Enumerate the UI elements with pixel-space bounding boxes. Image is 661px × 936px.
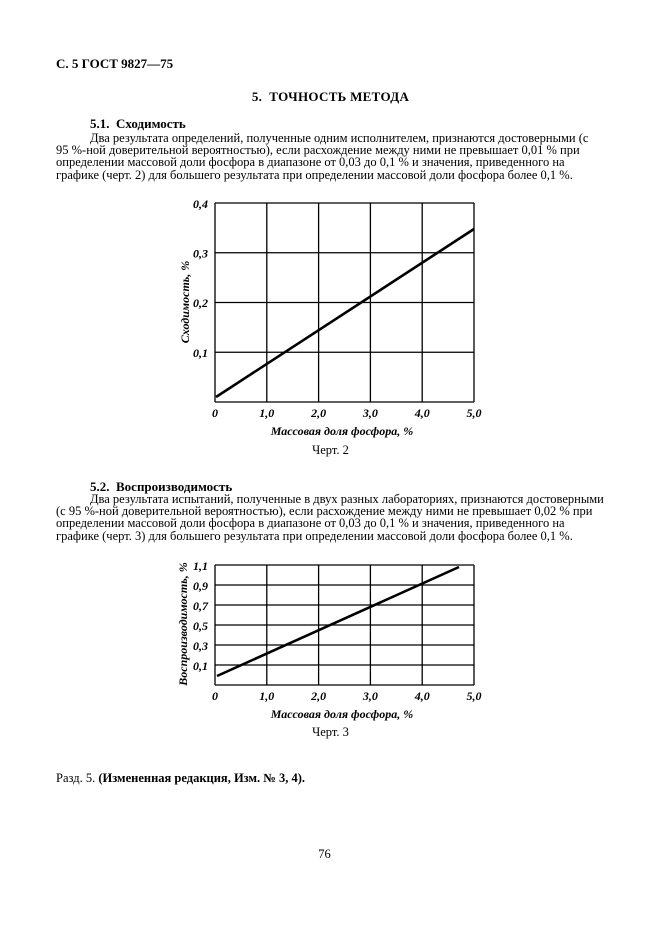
svg-text:0,1: 0,1 bbox=[193, 346, 208, 360]
svg-text:5,0: 5,0 bbox=[467, 406, 482, 420]
svg-text:Массовая доля фосфора, %: Массовая доля фосфора, % bbox=[270, 424, 414, 438]
svg-text:3,0: 3,0 bbox=[362, 406, 378, 420]
svg-text:1,1: 1,1 bbox=[193, 562, 208, 573]
svg-text:0,7: 0,7 bbox=[193, 599, 209, 613]
svg-text:Сходимость, %: Сходимость, % bbox=[178, 261, 192, 344]
svg-text:2,0: 2,0 bbox=[310, 406, 326, 420]
svg-text:0,4: 0,4 bbox=[193, 200, 208, 211]
svg-text:3,0: 3,0 bbox=[362, 689, 378, 703]
svg-text:0,5: 0,5 bbox=[193, 619, 208, 633]
svg-text:1,0: 1,0 bbox=[259, 406, 274, 420]
svg-text:0,9: 0,9 bbox=[193, 579, 208, 593]
svg-text:5,0: 5,0 bbox=[467, 689, 482, 703]
svg-text:0,1: 0,1 bbox=[193, 659, 208, 673]
svg-text:2,0: 2,0 bbox=[310, 689, 326, 703]
svg-text:0,2: 0,2 bbox=[193, 296, 208, 310]
svg-text:4,0: 4,0 bbox=[414, 689, 430, 703]
svg-text:Воспроизводимость, %: Воспроизводимость, % bbox=[176, 562, 190, 686]
svg-text:1,0: 1,0 bbox=[259, 689, 274, 703]
svg-text:Массовая доля фосфора, %: Массовая доля фосфора, % bbox=[270, 707, 414, 721]
svg-text:4,0: 4,0 bbox=[414, 406, 430, 420]
svg-text:0,3: 0,3 bbox=[193, 639, 208, 653]
svg-text:0: 0 bbox=[212, 406, 218, 420]
svg-text:0: 0 bbox=[212, 689, 218, 703]
svg-text:0,3: 0,3 bbox=[193, 247, 208, 261]
